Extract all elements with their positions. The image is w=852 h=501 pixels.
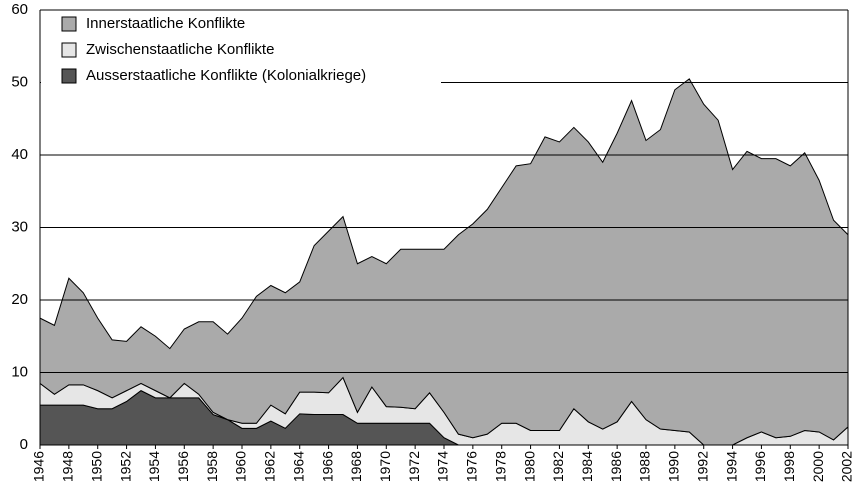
x-tick-label: 1990	[666, 451, 682, 482]
x-tick-label: 1960	[233, 451, 249, 482]
x-tick-label: 1946	[31, 451, 47, 482]
x-tick-label: 1994	[723, 451, 739, 482]
x-tick-label: 1982	[550, 451, 566, 482]
y-tick-label: 10	[11, 363, 28, 380]
x-tick-label: 1958	[204, 451, 220, 482]
x-tick-label: 1970	[377, 451, 393, 482]
x-tick-label: 1998	[781, 451, 797, 482]
area	[39, 78, 849, 446]
y-tick-label: 50	[11, 73, 28, 90]
x-tick-label: 1978	[492, 451, 508, 482]
x-tick-label: 1974	[435, 451, 451, 482]
x-tick-label: 1968	[348, 451, 364, 482]
x-tick-label: 1976	[464, 451, 480, 482]
y-tick-label: 20	[11, 291, 28, 308]
x-tick-label: 1962	[262, 451, 278, 482]
x-tick-label: 1972	[406, 451, 422, 482]
legend-label: Ausserstaatliche Konflikte (Kolonialkrie…	[86, 67, 366, 84]
x-tick-label: 1950	[88, 451, 104, 482]
legend-background	[41, 11, 441, 106]
x-tick-label: 1952	[117, 451, 133, 482]
x-tick-label: 2000	[810, 451, 826, 482]
x-tick-label: 2002	[839, 451, 852, 482]
x-tick-label: 1956	[175, 451, 191, 482]
x-tick-label: 1996	[752, 451, 768, 482]
x-tick-label: 1986	[608, 451, 624, 482]
y-tick-label: 30	[11, 218, 28, 235]
legend-swatch	[61, 16, 77, 32]
x-tick-label: 1954	[146, 451, 162, 482]
y-tick-label: 40	[11, 146, 28, 163]
x-tick-label: 1984	[579, 451, 595, 482]
x-tick-label: 1948	[60, 451, 76, 482]
legend-label: Zwischenstaatliche Konflikte	[86, 41, 274, 58]
legend-label: Innerstaatliche Konflikte	[86, 15, 245, 32]
y-tick-label: 60	[11, 1, 28, 18]
legend-swatch	[61, 42, 77, 58]
x-tick-label: 1964	[290, 451, 306, 482]
legend-swatch	[61, 68, 77, 84]
x-tick-label: 1980	[521, 451, 537, 482]
x-tick-label: 1988	[637, 451, 653, 482]
x-tick-label: 1966	[319, 451, 335, 482]
x-tick-label: 1992	[694, 451, 710, 482]
y-tick-label: 0	[20, 436, 28, 453]
